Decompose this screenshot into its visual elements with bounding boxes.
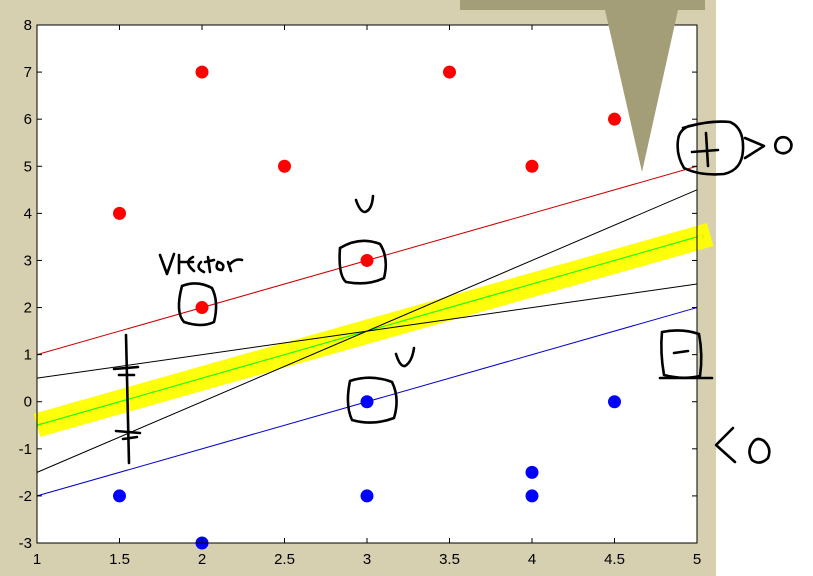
negative-point	[360, 395, 374, 409]
whiteboard-margin	[716, 0, 813, 576]
plus-sign-ink	[690, 131, 720, 168]
y-tick-label: 1	[24, 347, 32, 364]
x-tick-label: 5	[693, 551, 701, 568]
y-tick-label: 3	[24, 252, 32, 269]
positive-point	[113, 206, 126, 220]
x-tick-label: 3	[363, 551, 371, 568]
negative-point	[113, 489, 126, 503]
y-tick-label: 6	[24, 111, 32, 128]
x-tick-label: 1.5	[109, 551, 130, 568]
margin-distance-ink	[112, 333, 142, 465]
vector-label-ink	[158, 252, 244, 276]
y-tick-label: 0	[24, 394, 32, 411]
positive-point	[443, 65, 456, 79]
x-tick-label: 2.5	[274, 551, 295, 568]
positive-point	[195, 65, 209, 79]
y-tick-label: 5	[24, 158, 32, 175]
zero-ink-lower	[748, 437, 771, 464]
plus-circle-ink	[676, 120, 745, 176]
minus-sign-ink	[672, 349, 690, 355]
v-label-ink-top	[354, 194, 375, 214]
callout-tail	[605, 10, 678, 172]
negative-point	[608, 395, 621, 409]
positive-point	[278, 159, 291, 173]
zero-ink-upper	[773, 135, 793, 155]
positive-point	[525, 159, 539, 173]
x-tick-label: 4.5	[604, 551, 625, 568]
alternative-boundary-shallow-line	[36, 283, 698, 379]
x-tick-label: 4	[528, 551, 536, 568]
support-vector-circle-ink-bottom	[346, 376, 398, 424]
greater-than-zero-ink	[743, 136, 766, 160]
positive-point	[195, 301, 209, 315]
support-vector-circle-ink-left	[177, 282, 218, 327]
support-vector-circle-ink	[338, 239, 388, 285]
y-tick-label: 7	[24, 64, 32, 81]
negative-point	[525, 465, 539, 479]
negative-point	[360, 489, 374, 503]
y-tick-label: -2	[19, 488, 32, 505]
callout-pointer	[460, 0, 705, 172]
minus-annotation	[658, 329, 714, 380]
positive-point	[608, 112, 621, 126]
callout-box	[460, 0, 705, 10]
positive-point	[360, 253, 374, 267]
v-label-ink-bottom	[394, 346, 416, 368]
minus-box-ink	[660, 329, 703, 380]
y-tick-label: 4	[24, 205, 32, 222]
negative-point	[525, 489, 539, 503]
y-tick-label: -1	[19, 441, 32, 458]
y-tick-label: 8	[24, 17, 32, 34]
plus-annotation	[676, 120, 745, 176]
less-than-zero-ink	[714, 426, 737, 464]
x-tick-label: 2	[198, 551, 206, 568]
y-tick-label: 2	[24, 300, 32, 317]
x-tick-label: 3.5	[439, 551, 460, 568]
x-tick-label: 1	[33, 551, 41, 568]
y-tick-label: -3	[19, 535, 32, 552]
